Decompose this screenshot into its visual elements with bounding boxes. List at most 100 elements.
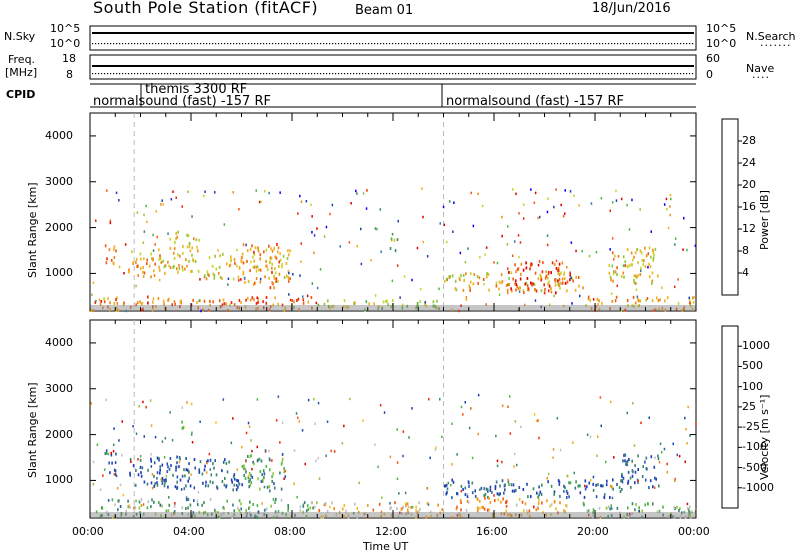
range-cell bbox=[265, 248, 268, 252]
nave-dot bbox=[374, 73, 376, 75]
range-cell bbox=[510, 271, 513, 275]
range-cell bbox=[555, 507, 557, 511]
nave-dot bbox=[260, 73, 262, 75]
range-cell bbox=[523, 291, 525, 295]
range-cell bbox=[512, 277, 514, 281]
range-cell bbox=[501, 404, 504, 407]
nave-dot bbox=[290, 73, 292, 75]
range-cell bbox=[469, 288, 471, 292]
freq-series bbox=[92, 65, 694, 75]
range-cell bbox=[379, 208, 382, 211]
range-cell bbox=[92, 460, 95, 464]
range-cell bbox=[535, 289, 538, 293]
nsearch-dot bbox=[605, 43, 607, 45]
range-cell bbox=[592, 515, 594, 519]
range-cell bbox=[681, 511, 683, 515]
nsearch-dot bbox=[308, 43, 310, 45]
range-cell bbox=[268, 191, 270, 195]
range-cell bbox=[307, 507, 310, 511]
range-cell bbox=[281, 263, 283, 267]
range-cell bbox=[624, 308, 627, 312]
range-cell bbox=[173, 256, 176, 260]
range-cell bbox=[181, 426, 184, 430]
range-cell bbox=[188, 470, 190, 474]
nave-dot bbox=[608, 73, 610, 75]
range-cell bbox=[460, 274, 462, 278]
range-cell bbox=[642, 263, 645, 267]
nave-dot bbox=[248, 73, 250, 75]
range-cell bbox=[506, 288, 509, 292]
range-cell bbox=[239, 511, 242, 515]
range-cell bbox=[466, 495, 469, 499]
range-cell bbox=[483, 494, 485, 498]
range-cell bbox=[396, 477, 399, 481]
range-cell bbox=[526, 276, 529, 280]
range-cell bbox=[193, 499, 195, 503]
nave-dot bbox=[662, 73, 664, 75]
nave-label: Nave bbox=[746, 62, 775, 75]
range-cell bbox=[644, 246, 646, 250]
range-cell bbox=[562, 214, 565, 218]
nave-dot bbox=[476, 73, 478, 75]
range-cell bbox=[465, 298, 468, 301]
range-cell bbox=[280, 462, 283, 466]
range-cell bbox=[614, 254, 616, 258]
nsearch-dot bbox=[560, 43, 562, 45]
range-cell bbox=[533, 201, 536, 205]
range-cell bbox=[274, 510, 277, 514]
range-cell bbox=[638, 509, 641, 513]
range-cell bbox=[445, 240, 448, 244]
range-cell bbox=[173, 247, 176, 251]
range-cell bbox=[574, 288, 577, 292]
range-cell bbox=[477, 432, 479, 436]
range-cell bbox=[391, 232, 394, 236]
range-cell bbox=[115, 474, 118, 478]
nsearch-dot bbox=[518, 43, 520, 45]
range-cell bbox=[263, 485, 266, 489]
range-cell bbox=[402, 430, 405, 433]
nave-dot bbox=[650, 73, 652, 75]
range-cell bbox=[592, 298, 595, 301]
nsearch-dot bbox=[146, 43, 148, 45]
range-cell bbox=[244, 467, 247, 471]
range-cell bbox=[328, 306, 331, 310]
range-cell bbox=[394, 249, 397, 253]
range-cell bbox=[479, 256, 481, 259]
range-cell bbox=[237, 479, 240, 483]
range-cell bbox=[264, 449, 267, 452]
range-cell bbox=[415, 509, 417, 513]
range-cell bbox=[540, 275, 542, 279]
range-cell bbox=[283, 276, 286, 279]
range-cell bbox=[271, 249, 274, 253]
range-cell bbox=[644, 265, 647, 268]
nsearch-dot bbox=[221, 43, 223, 45]
range-cell bbox=[261, 502, 263, 505]
range-cell bbox=[154, 512, 157, 516]
range-cell bbox=[275, 280, 277, 283]
range-cell bbox=[298, 420, 301, 423]
nsearch-dot bbox=[269, 43, 271, 45]
range-cell bbox=[191, 253, 193, 257]
range-cell bbox=[176, 455, 178, 459]
range-cell bbox=[610, 485, 613, 488]
range-cell bbox=[204, 464, 206, 468]
nave-dot bbox=[233, 73, 235, 75]
range-cell bbox=[685, 428, 687, 431]
range-cell bbox=[128, 270, 130, 274]
range-cell bbox=[257, 301, 259, 304]
range-cell bbox=[673, 515, 676, 519]
range-cell bbox=[187, 234, 190, 238]
range-cell bbox=[500, 512, 503, 516]
range-cell bbox=[523, 203, 525, 206]
nsearch-dot bbox=[377, 43, 379, 45]
range-cell bbox=[232, 503, 234, 507]
range-cell bbox=[547, 272, 550, 276]
range-cell bbox=[342, 305, 345, 309]
range-cell bbox=[238, 508, 240, 512]
nsearch-dot bbox=[311, 43, 313, 45]
range-cell bbox=[142, 307, 144, 311]
range-cell bbox=[310, 203, 312, 207]
range-cell bbox=[425, 304, 427, 308]
range-cell bbox=[277, 279, 279, 283]
nave-dot bbox=[635, 73, 637, 75]
